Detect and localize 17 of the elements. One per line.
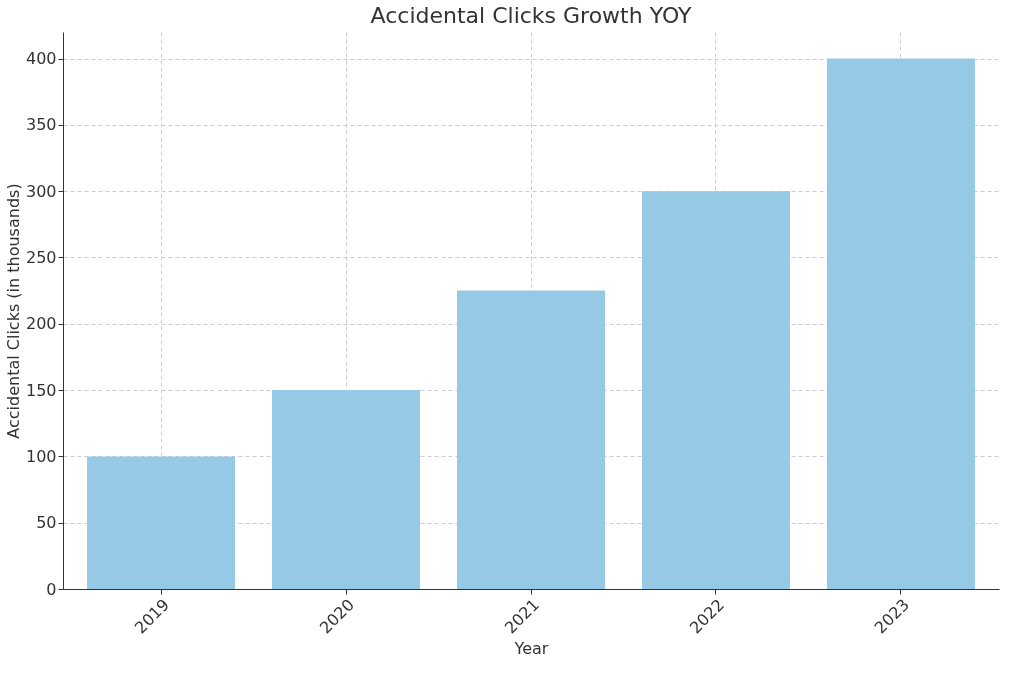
y-tick-label: 0	[46, 579, 57, 599]
y-tick-label: 400	[25, 49, 57, 69]
chart-title: Accidental Clicks Growth YOY	[370, 3, 693, 28]
y-tick-label: 50	[36, 513, 57, 533]
bar	[272, 390, 421, 589]
y-tick-label: 150	[25, 380, 57, 400]
bar	[457, 290, 605, 589]
bar	[641, 191, 790, 589]
y-tick-label: 200	[25, 314, 57, 334]
y-tick-label: 250	[25, 247, 57, 267]
bar	[826, 58, 975, 589]
y-tick-label: 300	[25, 181, 57, 201]
x-axis-title: Year	[513, 638, 549, 658]
y-tick-label: 350	[25, 115, 57, 135]
bar	[87, 456, 236, 589]
y-tick-label: 100	[25, 446, 57, 466]
y-axis-title: Accidental Clicks (in thousands)	[3, 183, 23, 439]
